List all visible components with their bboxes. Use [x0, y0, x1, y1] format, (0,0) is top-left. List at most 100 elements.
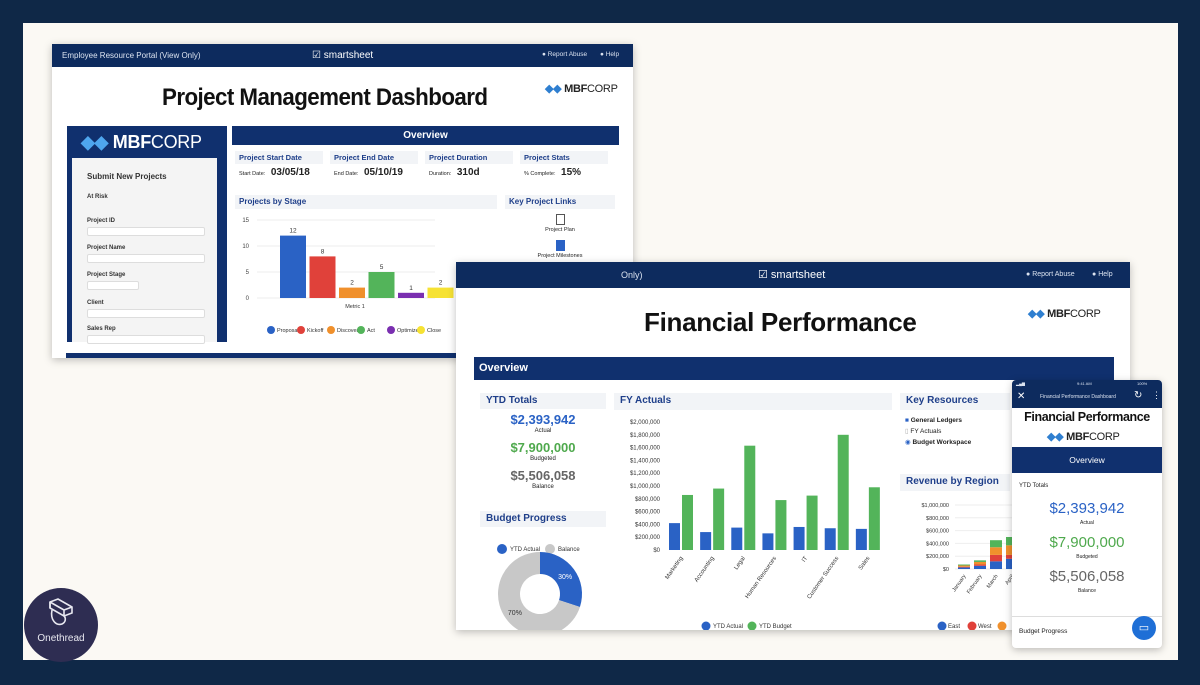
- legend-label: Optimize: [397, 328, 419, 334]
- bar-ytd-actual: [793, 526, 805, 550]
- stat-header: Project End Date: [330, 151, 418, 164]
- data-label: 1: [409, 285, 413, 292]
- legend-label: YTD Budget: [759, 624, 792, 630]
- stat-value: 03/05/18: [270, 167, 310, 178]
- ytd-balance-label: Balance: [1077, 588, 1097, 594]
- onethread-mark-icon: [49, 598, 73, 626]
- x-tick-label: February: [966, 574, 984, 596]
- report-abuse-link[interactable]: ● Report Abuse: [542, 51, 588, 58]
- smartsheet-logo: ☑ smartsheet: [312, 50, 374, 61]
- legend-label: YTD Actual: [510, 547, 540, 553]
- report-abuse-label: Report Abuse: [1032, 271, 1075, 278]
- x-axis-label: Metric 1: [345, 304, 365, 310]
- x-tick-label: Accounting: [694, 556, 716, 584]
- bar-ytd-budget: [713, 488, 725, 550]
- report-abuse-link[interactable]: ● Report Abuse: [1026, 271, 1075, 278]
- sales-rep-input[interactable]: [87, 335, 205, 344]
- y-tick-label: $200,000: [635, 535, 661, 541]
- resource-item[interactable]: ■ General Ledgers: [905, 415, 971, 426]
- smartsheet-wordmark: smartsheet: [323, 50, 374, 61]
- stacked-segment: [990, 540, 1002, 548]
- y-tick-label: $800,000: [635, 497, 661, 503]
- bar: [398, 292, 424, 298]
- project-link[interactable]: Project Milestones: [505, 240, 615, 259]
- resource-label: General Ledgers: [910, 417, 963, 424]
- submit-project-form: Submit New Projects At Risk Project ID P…: [72, 158, 217, 344]
- ytd-actual-label: Actual: [1080, 520, 1094, 526]
- project-name-input[interactable]: [87, 254, 205, 263]
- bar-ytd-budget: [837, 434, 849, 550]
- key-project-links-header: Key Project Links: [505, 195, 615, 209]
- close-icon[interactable]: ✕: [1017, 391, 1026, 402]
- bar-ytd-budget: [744, 445, 756, 550]
- resource-label: FY Actuals: [910, 428, 942, 435]
- legend-swatch: [545, 544, 555, 554]
- mbfcorp-logo-large: ◆◆ MBF CORP: [81, 132, 202, 152]
- y-tick-label: $0: [943, 567, 949, 573]
- stacked-segment: [958, 565, 970, 567]
- at-risk-label: At Risk: [87, 194, 108, 200]
- bar-ytd-actual: [824, 528, 836, 550]
- slice-label: 30%: [558, 574, 572, 581]
- y-tick-label: 0: [246, 296, 250, 302]
- ytd-budgeted-value: $7,900,000: [1049, 534, 1125, 551]
- legend-label: East: [948, 624, 960, 630]
- ytd-actual-value: $2,393,942: [510, 412, 576, 427]
- globe-icon: ◉: [905, 439, 911, 446]
- stat-header: Project Duration: [425, 151, 513, 164]
- stat-row: % Complete: 15%: [524, 167, 581, 178]
- help-link[interactable]: ● Help: [600, 51, 620, 58]
- donut-slice: [540, 552, 582, 607]
- page-title: Financial Performance: [644, 307, 917, 337]
- sales-rep-label: Sales Rep: [87, 326, 116, 332]
- desktop-view-button[interactable]: ▭: [1132, 616, 1156, 640]
- x-tick-label: Sales: [858, 556, 872, 572]
- monitor-icon: ▭: [1138, 622, 1150, 634]
- x-tick-label: January: [951, 574, 967, 594]
- refresh-icon[interactable]: ↻: [1134, 390, 1143, 401]
- project-stage-label: Project Stage: [87, 272, 126, 278]
- legend-swatch: [967, 621, 977, 630]
- resource-label: Budget Workspace: [912, 439, 972, 446]
- legend-swatch: [327, 326, 335, 334]
- mobile-ytd: $2,393,942 Actual $7,900,000 Budgeted $5…: [1012, 500, 1162, 594]
- financial-dashboard-window: Only) ☑ smartsheet ● Report Abuse ● Help…: [456, 262, 1130, 630]
- overview-banner: Overview: [474, 357, 1114, 380]
- portal-title: Only): [621, 270, 643, 280]
- legend-label: YTD Actual: [713, 624, 743, 630]
- ytd-balance-value: $5,506,058: [510, 468, 576, 483]
- status-time: 9:41 AM: [1077, 381, 1092, 386]
- help-link[interactable]: ● Help: [1092, 271, 1113, 278]
- divider: [1012, 616, 1162, 617]
- project-stage-select[interactable]: [87, 281, 139, 290]
- budget-progress-header: Budget Progress: [1019, 628, 1068, 635]
- legend-swatch: [937, 621, 947, 630]
- client-input[interactable]: [87, 309, 205, 318]
- stat-row: End Date: 05/10/19: [334, 167, 403, 178]
- y-tick-label: $2,000,000: [630, 420, 661, 426]
- legend-swatch: [701, 621, 711, 630]
- project-link[interactable]: Project Plan: [505, 214, 615, 233]
- y-tick-label: 10: [242, 244, 249, 250]
- mobile-top-bar: ▂▄▆ 9:41 AM 100% ✕ Financial Performance…: [1012, 380, 1162, 408]
- y-tick-label: $0: [653, 548, 660, 554]
- overview-banner[interactable]: Overview: [1012, 447, 1162, 473]
- stat-label: Duration:: [429, 171, 452, 177]
- legend-swatch: [747, 621, 757, 630]
- project-id-input[interactable]: [87, 227, 205, 236]
- x-tick-label: Marketing: [665, 556, 685, 581]
- footer-strip: [66, 353, 620, 358]
- stacked-segment: [974, 560, 986, 562]
- ytd-budgeted-value: $7,900,000: [510, 440, 576, 455]
- y-tick-label: $1,800,000: [630, 433, 661, 439]
- ytd-budgeted-label: Budgeted: [1076, 554, 1098, 560]
- resource-item[interactable]: ▯ FY Actuals: [905, 426, 971, 437]
- legend-label: Proposal: [277, 328, 299, 334]
- y-tick-label: $1,200,000: [630, 471, 661, 477]
- more-icon[interactable]: ⋮: [1152, 390, 1161, 400]
- legend-swatch: [387, 326, 395, 334]
- help-label: Help: [605, 51, 620, 58]
- data-label: 5: [380, 264, 384, 271]
- bar: [339, 287, 365, 298]
- resource-item[interactable]: ◉ Budget Workspace: [905, 437, 971, 448]
